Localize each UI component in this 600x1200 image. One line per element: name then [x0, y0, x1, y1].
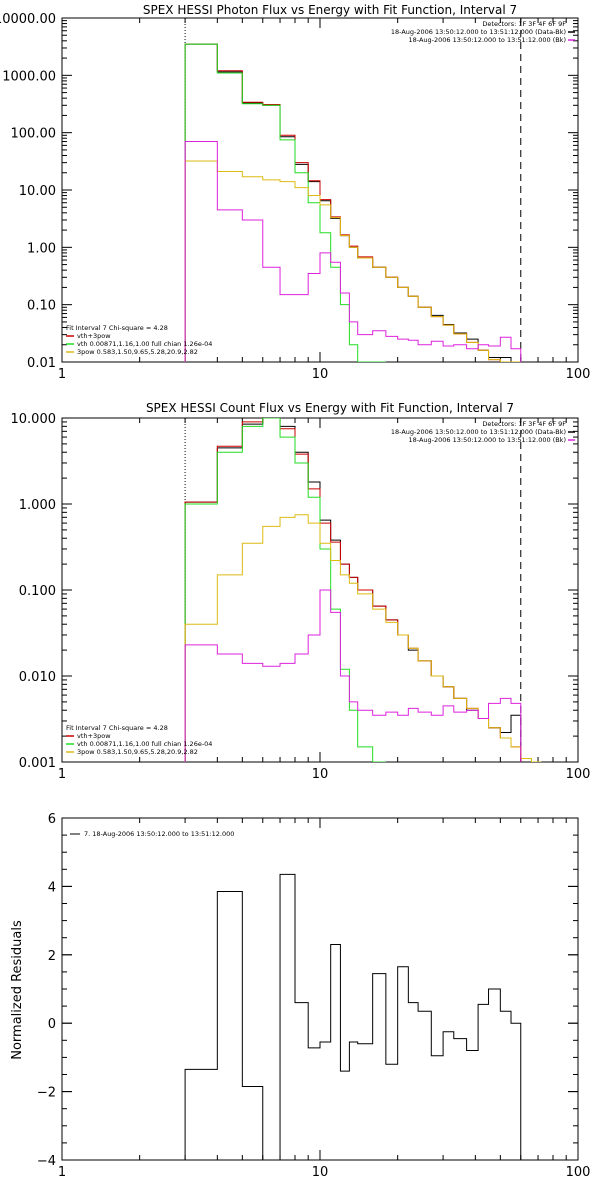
- residuals-series-group: [184, 873, 522, 1160]
- count-flux-series-group: [184, 418, 542, 762]
- photon-flux-legend-text: 18-Aug-2006 13:50:12.000 to 13:51:12.000…: [409, 36, 566, 44]
- photon-flux-series-green: [184, 43, 386, 362]
- count-flux-y-tick-label: 0.010: [19, 670, 56, 685]
- photon-flux-y-tick-label: 1000.00: [2, 69, 56, 84]
- photon-flux-panel: SPEX HESSI Photon Flux vs Energy with Fi…: [0, 3, 590, 382]
- photon-flux-title: SPEX HESSI Photon Flux vs Energy with Fi…: [143, 3, 517, 17]
- residuals-y-tick-label: 6: [48, 812, 56, 827]
- photon-flux-series-magenta: [184, 141, 522, 362]
- count-flux-y-tick-label: 0.100: [19, 584, 56, 599]
- count-flux-series-magenta: [184, 589, 522, 762]
- photon-flux-x-tick-label: 10: [312, 367, 329, 382]
- count-flux-series-green: [184, 418, 386, 762]
- photon-flux-series-black: [184, 43, 521, 362]
- photon-flux-legend-text: 18-Aug-2006 13:50:12.000 to 13:51:12.000…: [391, 28, 566, 36]
- residuals-y-tick-label: −4: [37, 1154, 56, 1169]
- count-flux-x-tick-label: 100: [566, 767, 591, 782]
- residuals-y-tick-label: −2: [37, 1086, 56, 1101]
- count-flux-y-tick-label: 1.000: [19, 498, 56, 513]
- photon-flux-series-group: [184, 43, 522, 362]
- photon-flux-legend-text: 3pow 0.583,1.50,9.65,5.28,20.9,2.82: [77, 348, 198, 356]
- residuals-y-tick-label: 2: [48, 949, 56, 964]
- count-flux-x-tick-label: 10: [312, 767, 329, 782]
- count-flux-y-tick-label: 0.001: [19, 756, 56, 771]
- residuals-y-axis-label: Normalized Residuals: [10, 920, 25, 1060]
- photon-flux-legend-text: vth+3pow: [77, 332, 111, 340]
- photon-flux-y-tick-label: 10000.00: [0, 12, 56, 27]
- photon-flux-y-tick-label: 0.01: [27, 356, 56, 371]
- count-flux-legend-text: vth 0.00871,1.16,1.00 full chian 1.26e-0…: [77, 740, 212, 748]
- count-flux-series-orange: [184, 514, 542, 762]
- residuals-legend-text: 7. 18-Aug-2006 13:50:12.000 to 13:51:12.…: [84, 830, 234, 838]
- residuals-x-tick-label: 100: [566, 1165, 591, 1180]
- photon-flux-series-red: [184, 43, 521, 362]
- residuals-y-tick-label: 4: [48, 880, 56, 895]
- photon-flux-x-tick-label: 100: [566, 367, 591, 382]
- count-flux-legend-text: Detectors: 1F 3F 4F 6F 9F: [482, 420, 566, 428]
- count-flux-panel: SPEX HESSI Count Flux vs Energy with Fit…: [11, 401, 591, 782]
- count-flux-legend-text: 18-Aug-2006 13:50:12.000 to 13:51:12.000…: [391, 428, 566, 436]
- photon-flux-y-tick-label: 10.00: [19, 184, 56, 199]
- photon-flux-legend-text: vth 0.00871,1.16,1.00 full chian 1.26e-0…: [77, 340, 212, 348]
- residuals-series-black: [184, 873, 522, 1160]
- count-flux-legend-text: Fit Interval 7 Chi-square = 4.28: [66, 724, 168, 732]
- residuals-panel: Normalized Residuals 1 10 100 −4 −2 0 2 4 6 7. 18…: [10, 812, 590, 1180]
- residuals-y-tick-label: 0: [48, 1017, 56, 1032]
- photon-flux-y-tick-label: 0.10: [27, 299, 56, 314]
- count-flux-title: SPEX HESSI Count Flux vs Energy with Fit…: [146, 401, 514, 415]
- residuals-x-tick-label: 10: [312, 1165, 329, 1180]
- photon-flux-legend-text: Detectors: 1F 3F 4F 6F 9F: [482, 20, 566, 28]
- count-flux-legend-text: 3pow 0.583,1.50,9.65,5.28,20.9,2.82: [77, 748, 198, 756]
- photon-flux-x-tick-label: 1: [58, 367, 66, 382]
- photon-flux-y-tick-label: 100.00: [11, 127, 57, 142]
- photon-flux-y-tick-label: 1.00: [27, 241, 56, 256]
- photon-flux-legend-text: Fit Interval 7 Chi-square = 4.28: [66, 324, 168, 332]
- photon-flux-series-orange: [184, 160, 521, 362]
- count-flux-legend-text: 18-Aug-2006 13:50:12.000 to 13:51:12.000…: [409, 436, 566, 444]
- count-flux-x-tick-label: 1: [58, 767, 66, 782]
- count-flux-y-tick-label: 10.000: [11, 412, 57, 427]
- count-flux-legend-text: vth+3pow: [77, 732, 111, 740]
- residuals-x-tick-label: 1: [58, 1165, 66, 1180]
